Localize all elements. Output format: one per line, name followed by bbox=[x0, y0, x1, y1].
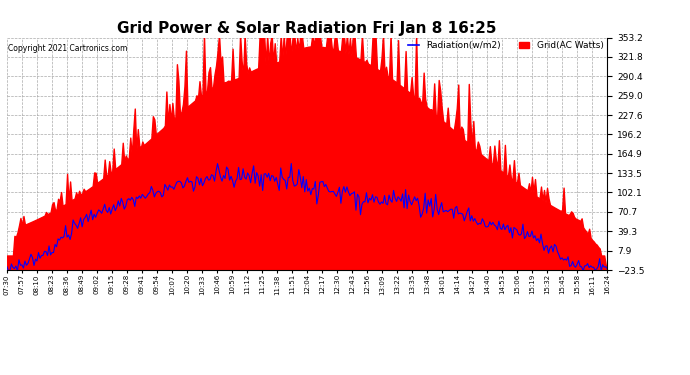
Legend: Radiation(w/m2), Grid(AC Watts): Radiation(w/m2), Grid(AC Watts) bbox=[404, 38, 607, 54]
Title: Grid Power & Solar Radiation Fri Jan 8 16:25: Grid Power & Solar Radiation Fri Jan 8 1… bbox=[117, 21, 497, 36]
Text: Copyright 2021 Cartronics.com: Copyright 2021 Cartronics.com bbox=[8, 45, 127, 54]
